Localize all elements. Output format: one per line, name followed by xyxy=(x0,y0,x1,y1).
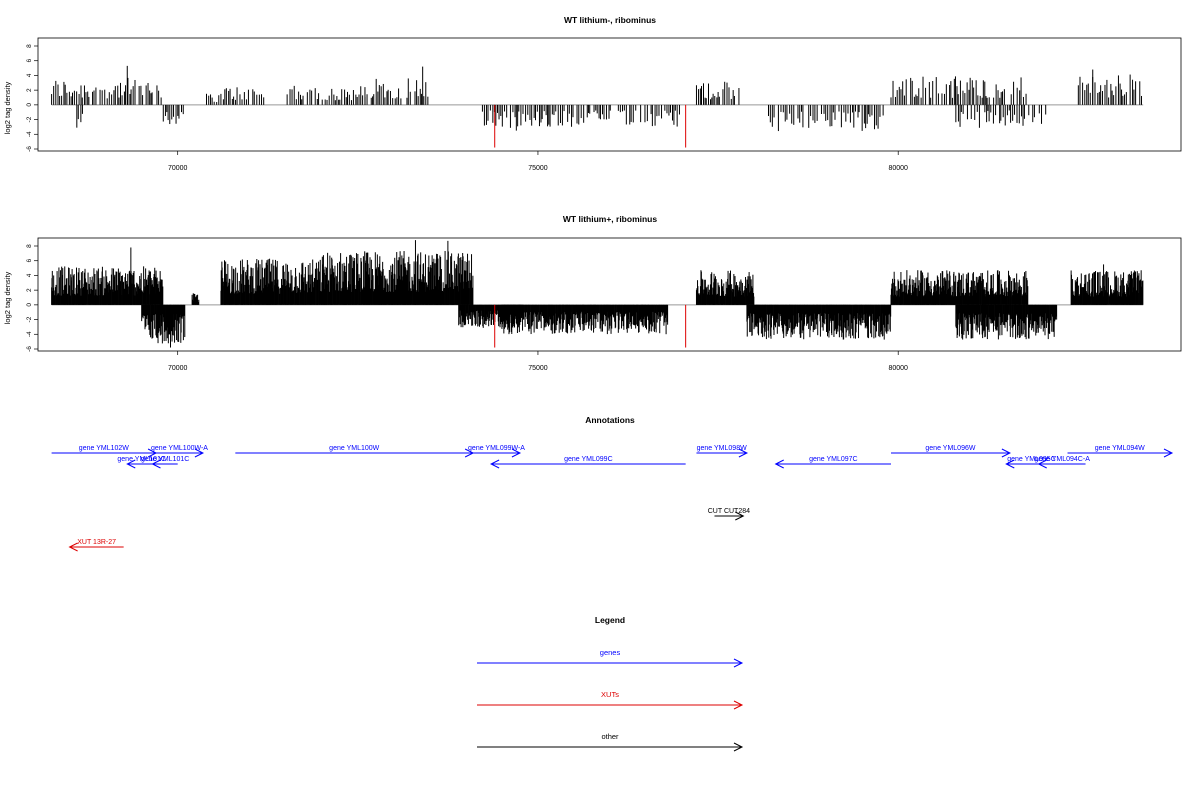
feature-label: XUT 13R-27 xyxy=(77,539,116,546)
feature-arrowhead xyxy=(1001,448,1012,458)
y-tick-label: 6 xyxy=(26,59,33,63)
feature-arrowhead xyxy=(774,459,784,469)
y-tick-label: 0 xyxy=(26,103,33,107)
x-axis: 70000 75000 80000 xyxy=(168,151,908,172)
y-tick-label: 8 xyxy=(26,44,33,48)
legend-arrowhead xyxy=(733,658,744,668)
feature-arrowhead xyxy=(738,448,749,458)
x-tick-label: 75000 xyxy=(528,365,548,372)
y-tick-label: -4 xyxy=(26,331,33,337)
y-tick-label: 2 xyxy=(26,88,33,92)
feature-arrowhead xyxy=(151,459,161,469)
y-axis: -6 -4 -2 0 2 4 6 8 xyxy=(26,244,38,352)
feature-arrowhead xyxy=(194,448,205,458)
feature-label: gene YML094W xyxy=(1095,445,1145,452)
legend-title: Legend xyxy=(595,615,625,625)
feature-label: gene YML102W xyxy=(79,445,129,452)
feature-arrowhead xyxy=(1037,459,1047,469)
x-tick-label: 80000 xyxy=(888,165,908,172)
x-tick-label: 70000 xyxy=(168,165,188,172)
y-tick-label: 2 xyxy=(26,288,33,292)
legend: Legend genes XUTs other xyxy=(477,615,744,752)
feature-label: gene YML099W-A xyxy=(468,445,525,452)
feature-label: gene YML101C xyxy=(141,456,190,463)
x-tick-label: 80000 xyxy=(888,365,908,372)
legend-label: genes xyxy=(600,648,621,657)
y-tick-label: -6 xyxy=(26,146,33,152)
legend-label: other xyxy=(601,732,619,741)
marker-lines xyxy=(494,304,687,348)
feature-arrowhead xyxy=(489,459,500,469)
feature-arrowhead xyxy=(68,542,78,552)
y-tick-label: 0 xyxy=(26,303,33,307)
annotations-track: Annotations gene YML102W gene YML100W-A ge… xyxy=(51,415,1174,552)
y-axis-label: log2 tag density xyxy=(3,271,12,324)
y-tick-label: -6 xyxy=(26,346,33,352)
legend-items: genes XUTs other xyxy=(477,648,744,752)
y-tick-label: 8 xyxy=(26,244,33,248)
y-tick-label: -2 xyxy=(26,316,33,322)
legend-arrowhead xyxy=(733,742,744,752)
feature-label: gene YML099C xyxy=(564,456,613,463)
legend-arrowhead xyxy=(733,700,744,710)
feature-label: gene YML095C xyxy=(1007,456,1056,463)
x-axis: 70000 75000 80000 xyxy=(168,351,908,372)
feature-label: gene YML100W-A xyxy=(151,445,208,452)
feature-label: gene YML101C xyxy=(117,456,166,463)
track-panel-lithium-minus: WT lithium-, ribominus log2 tag density … xyxy=(3,15,1182,172)
y-tick-label: -4 xyxy=(26,131,33,137)
feature-arrowhead xyxy=(126,459,136,469)
panel-title: WT lithium-, ribominus xyxy=(564,15,656,25)
y-axis: -6 -4 -2 0 2 4 6 8 xyxy=(26,44,38,152)
plot-frame xyxy=(37,237,1182,352)
signal-bars xyxy=(51,240,1144,348)
y-tick-label: 4 xyxy=(26,73,33,77)
y-tick-label: -2 xyxy=(26,116,33,122)
y-tick-label: 4 xyxy=(26,273,33,277)
plot-frame xyxy=(37,37,1182,152)
panel-title: WT lithium+, ribominus xyxy=(563,214,657,224)
feature-arrowhead xyxy=(735,511,745,521)
feature-label: CUT CUT284 xyxy=(708,508,750,515)
feature-label: gene YML096W xyxy=(925,445,975,452)
feature-arrowhead xyxy=(511,448,522,458)
feature-label: gene YML094C-A xyxy=(1034,456,1090,463)
feature-arrowhead xyxy=(1163,448,1174,458)
y-axis-label: log2 tag density xyxy=(3,81,12,134)
signal-bars xyxy=(51,65,1144,132)
marker-lines xyxy=(494,104,687,148)
feature-arrows: gene YML102W gene YML100W-A gene YML100W ge… xyxy=(51,445,1174,552)
x-tick-label: 75000 xyxy=(528,165,548,172)
feature-arrowhead xyxy=(1005,459,1015,469)
feature-label: gene YML097C xyxy=(809,456,858,463)
legend-label: XUTs xyxy=(601,690,619,699)
feature-label: gene YML100W xyxy=(329,445,379,452)
x-tick-label: 70000 xyxy=(168,365,188,372)
annotations-title: Annotations xyxy=(585,415,635,425)
feature-label: gene YML098W xyxy=(697,445,747,452)
track-panel-lithium-plus: WT lithium+, ribominus log2 tag density … xyxy=(3,214,1182,372)
y-tick-label: 6 xyxy=(26,259,33,263)
